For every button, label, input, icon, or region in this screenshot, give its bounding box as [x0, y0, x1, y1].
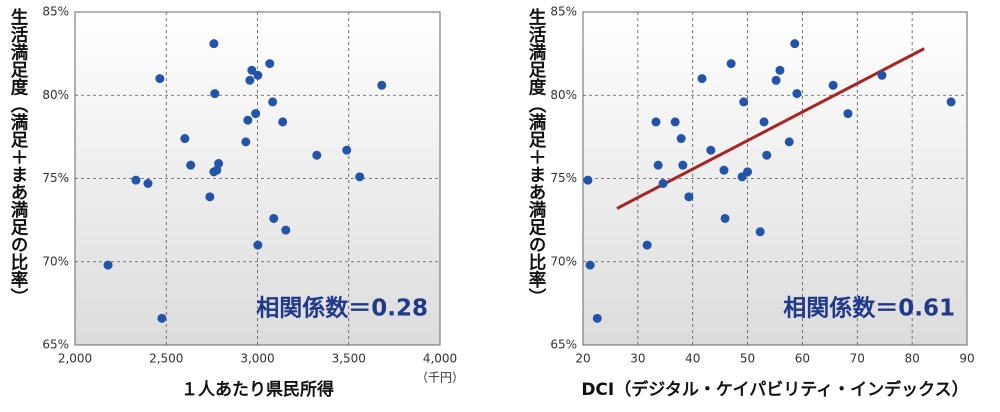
point: [377, 80, 387, 90]
y-tick-label: 80%: [550, 88, 577, 102]
point: [759, 117, 769, 127]
point: [253, 70, 263, 80]
plot-border: [74, 11, 441, 346]
point: [719, 165, 729, 175]
x-tick-label: 60: [795, 352, 810, 366]
plot-border: [582, 11, 968, 346]
point: [946, 97, 956, 107]
y-axis-label: 生活満足度（満足＋まあ満足の比率）: [526, 7, 547, 305]
point: [241, 137, 251, 147]
point: [592, 313, 602, 323]
point: [678, 160, 688, 170]
point: [792, 89, 802, 99]
point: [155, 74, 165, 84]
y-tick-label: 85%: [42, 5, 69, 19]
y-tick-label: 65%: [550, 338, 577, 352]
point: [131, 175, 141, 185]
x-tick-label: 90: [959, 352, 974, 366]
point: [843, 109, 853, 119]
x-tick-label: 50: [740, 352, 755, 366]
point: [684, 192, 694, 202]
point: [180, 134, 190, 144]
point: [278, 117, 288, 127]
point: [281, 225, 291, 235]
annotation: 相関係数＝0.28: [256, 296, 428, 322]
point: [697, 74, 707, 84]
point: [269, 213, 279, 223]
point: [209, 39, 219, 49]
y-axis-label: 生活満足度（満足＋まあ満足の比率）: [8, 7, 29, 305]
point: [676, 134, 686, 144]
point: [243, 115, 253, 125]
x-tick-label: 3,000: [240, 352, 274, 366]
point: [784, 137, 794, 147]
x-tick-label: 40: [685, 352, 700, 366]
point: [355, 172, 365, 182]
y-tick-label: 85%: [550, 5, 577, 19]
point: [653, 160, 663, 170]
point: [103, 260, 113, 270]
point: [251, 109, 261, 119]
x-axis-label: １人あたり県民所得: [181, 379, 334, 400]
point: [670, 117, 680, 127]
point: [205, 192, 215, 202]
point: [209, 167, 219, 177]
point: [775, 65, 785, 75]
point: [642, 240, 652, 250]
x-tick-label: 2,500: [149, 352, 183, 366]
point: [771, 75, 781, 85]
point: [726, 59, 736, 69]
y-tick-label: 70%: [42, 254, 69, 268]
x-tick-label: 3,500: [332, 352, 366, 366]
x-tick-label: 80: [905, 352, 920, 366]
x-tick-label: 30: [630, 352, 645, 366]
x-axis-label: DCI（デジタル・ケイパビリティ・インデックス）: [581, 379, 968, 400]
point: [583, 175, 593, 185]
point: [706, 145, 716, 155]
x-tick-label: 70: [850, 352, 865, 366]
x-tick-label: 4,000: [423, 352, 457, 366]
point: [342, 145, 352, 155]
point: [790, 39, 800, 49]
y-tick-label: 75%: [550, 171, 577, 185]
point: [143, 178, 153, 188]
point: [265, 59, 275, 69]
point: [755, 227, 765, 237]
point: [720, 213, 730, 223]
x-axis-unit: （千円）: [416, 371, 464, 385]
point: [245, 75, 255, 85]
y-tick-label: 65%: [42, 338, 69, 352]
point: [743, 167, 753, 177]
y-tick-label: 70%: [550, 254, 577, 268]
point: [585, 260, 595, 270]
point: [877, 70, 887, 80]
point: [268, 97, 278, 107]
point: [828, 80, 838, 90]
point: [253, 240, 263, 250]
point: [312, 150, 322, 160]
y-tick-label: 80%: [42, 88, 69, 102]
point: [739, 97, 749, 107]
point: [762, 150, 772, 160]
x-tick-label: 20: [575, 352, 590, 366]
point: [658, 178, 668, 188]
annotation: 相関係数＝0.61: [783, 296, 955, 322]
x-tick-label: 2,000: [58, 352, 92, 366]
point: [186, 160, 196, 170]
point: [651, 117, 661, 127]
point: [157, 313, 167, 323]
trend-line: [616, 47, 925, 210]
point: [210, 89, 220, 99]
point: [247, 65, 257, 75]
y-tick-label: 75%: [42, 171, 69, 185]
